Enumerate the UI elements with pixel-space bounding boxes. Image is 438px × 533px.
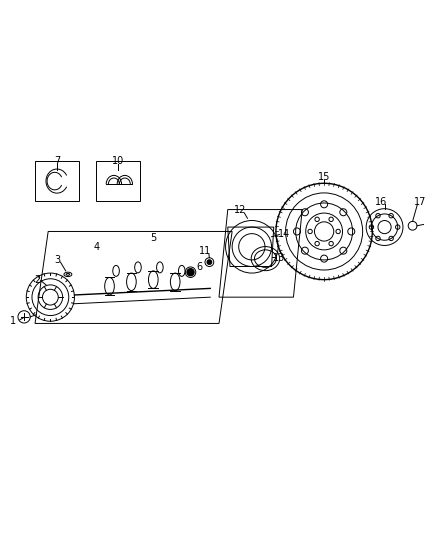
Text: 6: 6 (196, 262, 202, 271)
Circle shape (207, 260, 212, 264)
Text: 15: 15 (318, 172, 330, 182)
Text: 4: 4 (93, 242, 99, 252)
Text: 5: 5 (150, 233, 156, 243)
Text: 2: 2 (34, 274, 40, 285)
Text: 14: 14 (278, 229, 290, 239)
Text: 13: 13 (273, 253, 286, 263)
Text: 16: 16 (375, 197, 387, 207)
Text: 3: 3 (54, 255, 60, 265)
Text: 12: 12 (234, 205, 246, 215)
Text: 1: 1 (10, 316, 16, 326)
Text: 11: 11 (199, 246, 211, 256)
Text: 17: 17 (414, 197, 427, 207)
Text: 7: 7 (54, 156, 60, 166)
Circle shape (187, 269, 194, 276)
Bar (35, 161, 79, 201)
Bar (96, 161, 140, 201)
Text: 10: 10 (112, 156, 124, 166)
